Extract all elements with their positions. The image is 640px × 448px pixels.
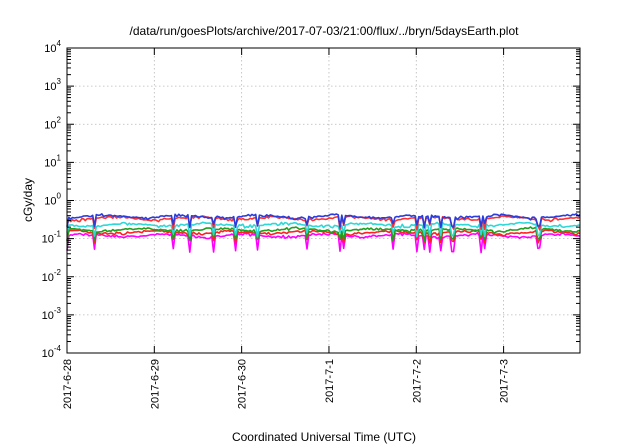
y-tick-label: 103 — [44, 77, 61, 93]
x-tick-label: 2017-6-28 — [62, 359, 74, 409]
x-tick-label: 2017-7-1 — [324, 359, 336, 403]
x-tick-label: 2017-7-3 — [499, 359, 511, 403]
y-tick-label: 104 — [44, 39, 61, 55]
series-line — [66, 226, 581, 242]
chart-title: /data/run/goesPlots/archive/2017-07-03/2… — [130, 24, 520, 38]
y-tick-label: 10-2 — [42, 268, 62, 284]
x-tick-label: 2017-6-29 — [149, 359, 161, 409]
x-tick-label: 2017-7-2 — [411, 359, 423, 403]
x-axis-label: Coordinated Universal Time (UTC) — [232, 430, 416, 444]
y-tick-label: 102 — [44, 115, 61, 131]
series-line — [66, 229, 581, 244]
y-axis-label: cGy/day — [21, 178, 35, 222]
series-line — [66, 221, 581, 238]
series-line — [66, 213, 581, 229]
x-tick-label: 2017-6-30 — [237, 359, 249, 409]
y-tick-label: 100 — [44, 192, 61, 208]
y-tick-label: 10-4 — [42, 344, 62, 360]
y-tick-label: 10-1 — [42, 230, 62, 246]
y-tick-label: 10-3 — [42, 306, 62, 322]
series-line — [66, 214, 581, 231]
y-tick-label: 101 — [44, 153, 61, 169]
